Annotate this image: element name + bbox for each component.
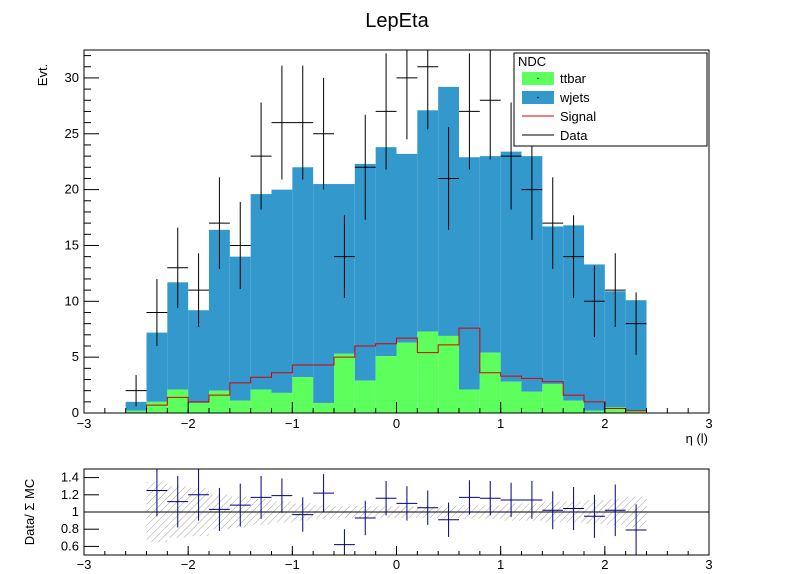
legend-swatch-wjets-dot [537, 96, 539, 99]
ttbar-bar [375, 356, 397, 413]
x-tick-label: 0 [393, 416, 400, 431]
wjets-bar [521, 156, 543, 392]
wjets-bar [229, 256, 251, 401]
ttbar-bar [125, 410, 147, 413]
ttbar-bar [604, 407, 626, 413]
ratio-x-tick-label: −1 [285, 557, 300, 572]
ttbar-bar [292, 377, 314, 413]
ratio-axes: −3 −2 −1 0 1 2 3 0.6 0.8 1 1.2 1.4 [61, 470, 713, 572]
ttbar-bar [209, 390, 230, 413]
legend: NDC ttbar wjets Signal Data [513, 52, 708, 147]
ratio-x-tick-label: −3 [77, 557, 92, 572]
ttbar-bar [188, 402, 209, 413]
legend-swatch-ttbar-dot [537, 77, 539, 80]
wjets-bar [167, 282, 189, 390]
ttbar-bar [542, 383, 564, 413]
wjets-bar [479, 156, 501, 353]
y-tick-label: 20 [65, 182, 79, 197]
wjets-bar [146, 332, 168, 402]
legend-title: NDC [518, 54, 546, 69]
ratio-y-tick-label: 1 [72, 504, 79, 519]
ratio-points [146, 469, 647, 555]
x-tick-label: 2 [601, 416, 608, 431]
legend-box [513, 52, 708, 147]
wjets-bar [375, 147, 397, 357]
ttbar-bar [146, 401, 168, 413]
ttbar-bar [313, 402, 334, 413]
x-tick-label: −2 [181, 416, 196, 431]
wjets-bar [563, 225, 584, 401]
ttbar-bar [167, 389, 189, 413]
signal-step [125, 327, 647, 414]
ratio-y-tick-label: 1.2 [61, 487, 79, 502]
x-tick-label: 3 [705, 416, 712, 431]
wjets-bar [625, 300, 647, 411]
ttbar-bar [354, 380, 376, 413]
ttbar-bar [417, 331, 439, 413]
ttbar-bar [563, 400, 584, 413]
wjets-bar [604, 291, 626, 408]
ratio-x-tick-label: 1 [497, 557, 504, 572]
wjets-bar [500, 151, 522, 382]
ttbar-bar [584, 410, 605, 413]
ttbar-bar [250, 389, 272, 413]
wjets-bar [209, 229, 230, 391]
ratio-x-tick-label: 3 [705, 557, 712, 572]
ttbar-bar [271, 392, 293, 413]
legend-label-wjets: wjets [559, 90, 590, 105]
ttbar-bar [334, 353, 355, 413]
wjets-bar [459, 157, 480, 390]
y-tick-label: 0 [72, 405, 79, 420]
wjets-bar [354, 163, 376, 381]
y-tick-label: 25 [65, 126, 79, 141]
x-axis-label: η (l) [686, 431, 708, 446]
wjets-bar [417, 110, 439, 332]
ttbar-bar [459, 389, 480, 413]
ttbar-bar [521, 391, 543, 413]
ratio-x-tick-label: −2 [181, 557, 196, 572]
ttbar-bar [438, 335, 459, 413]
ttbar-bar [479, 352, 501, 413]
y-tick-label: 10 [65, 293, 79, 308]
y-tick-label: 5 [72, 349, 79, 364]
wjets-bar [271, 189, 293, 393]
ratio-x-tick-label: 0 [393, 557, 400, 572]
ratio-y-axis-label: Data/ Σ MC [22, 479, 37, 546]
ratio-x-tick-label: 2 [601, 557, 608, 572]
ttbar-bar [500, 381, 522, 413]
ratio-y-tick-label: 0.6 [61, 538, 79, 553]
stack-bars [125, 86, 647, 413]
x-tick-label: −1 [285, 416, 300, 431]
ratio-y-tick-label: 1.4 [61, 470, 79, 485]
ttbar-bar [229, 400, 251, 413]
wjets-bar [292, 167, 314, 378]
y-axis-label: Evt. [35, 64, 50, 86]
wjets-bar [396, 153, 418, 343]
ttbar-bar [396, 342, 418, 413]
wjets-bar [188, 310, 209, 403]
legend-label-ttbar: ttbar [560, 71, 587, 86]
y-tick-label: 15 [65, 237, 79, 252]
signal-line [125, 327, 647, 414]
chart-title: LepEta [365, 10, 429, 32]
y-tick-label: 30 [65, 70, 79, 85]
wjets-bar [313, 184, 334, 403]
data-points [125, 50, 647, 407]
legend-label-data: Data [560, 128, 588, 143]
wjets-bar [250, 194, 272, 390]
legend-label-signal: Signal [560, 109, 596, 124]
x-tick-label: 1 [497, 416, 504, 431]
ratio-y-tick-label: 0.8 [61, 521, 79, 536]
wjets-bar [542, 226, 564, 384]
ttbar-bar [625, 410, 647, 413]
x-tick-label: −3 [77, 416, 92, 431]
